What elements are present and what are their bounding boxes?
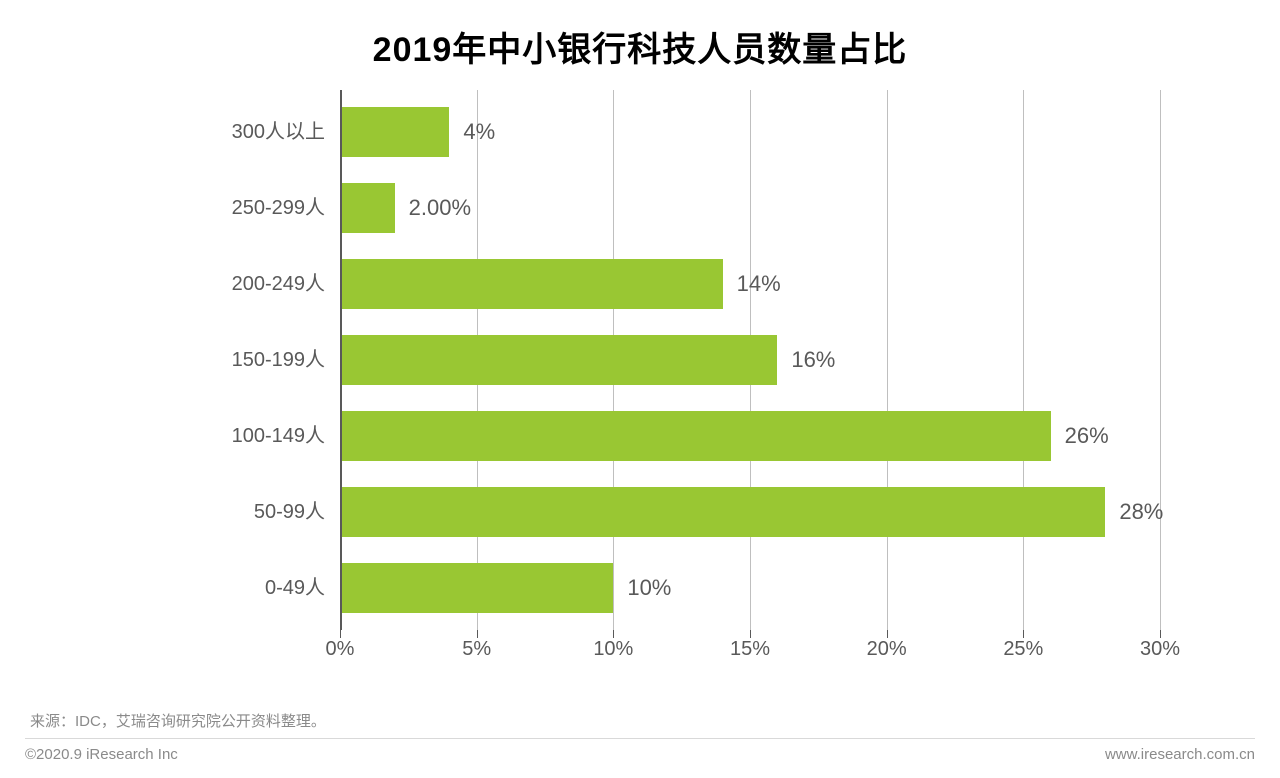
bar xyxy=(340,411,1051,461)
website-text: www.iresearch.com.cn xyxy=(1105,746,1255,763)
bar-row: 200-249人14% xyxy=(340,259,1160,309)
x-tick xyxy=(613,630,614,638)
x-tick xyxy=(1160,630,1161,638)
category-label: 0-49人 xyxy=(160,563,325,613)
category-label: 200-249人 xyxy=(160,259,325,309)
x-tick-label: 15% xyxy=(730,638,770,661)
bar xyxy=(340,259,723,309)
category-label: 150-199人 xyxy=(160,335,325,385)
value-label: 4% xyxy=(463,107,495,157)
bar-row: 300人以上4% xyxy=(340,107,1160,157)
y-axis xyxy=(340,90,342,630)
copyright-text: ©2020.9 iResearch Inc xyxy=(25,746,178,763)
chart-title: 2019年中小银行科技人员数量占比 xyxy=(0,0,1280,71)
x-tick-label: 0% xyxy=(326,638,355,661)
chart-area: 0%5%10%15%20%25%30%300人以上4%250-299人2.00%… xyxy=(160,90,1180,670)
x-tick-label: 5% xyxy=(462,638,491,661)
value-label: 26% xyxy=(1065,411,1109,461)
x-tick-label: 30% xyxy=(1140,638,1180,661)
bar-row: 0-49人10% xyxy=(340,563,1160,613)
bar xyxy=(340,183,395,233)
x-tick-label: 25% xyxy=(1003,638,1043,661)
gridline xyxy=(1160,90,1161,630)
x-tick xyxy=(1023,630,1024,638)
bar xyxy=(340,563,613,613)
bar-row: 150-199人16% xyxy=(340,335,1160,385)
bar xyxy=(340,487,1105,537)
value-label: 28% xyxy=(1119,487,1163,537)
source-text: 来源：IDC，艾瑞咨询研究院公开资料整理。 xyxy=(30,710,326,731)
bar-row: 250-299人2.00% xyxy=(340,183,1160,233)
x-tick xyxy=(887,630,888,638)
value-label: 14% xyxy=(737,259,781,309)
category-label: 50-99人 xyxy=(160,487,325,537)
bar xyxy=(340,335,777,385)
x-tick xyxy=(477,630,478,638)
category-label: 100-149人 xyxy=(160,411,325,461)
category-label: 300人以上 xyxy=(160,107,325,157)
bar xyxy=(340,107,449,157)
x-tick xyxy=(340,630,341,638)
x-tick-label: 20% xyxy=(867,638,907,661)
value-label: 16% xyxy=(791,335,835,385)
plot-area: 0%5%10%15%20%25%30%300人以上4%250-299人2.00%… xyxy=(340,90,1160,630)
value-label: 10% xyxy=(627,563,671,613)
x-tick-label: 10% xyxy=(593,638,633,661)
category-label: 250-299人 xyxy=(160,183,325,233)
x-tick xyxy=(750,630,751,638)
bar-row: 50-99人28% xyxy=(340,487,1160,537)
value-label: 2.00% xyxy=(409,183,471,233)
footer-divider xyxy=(25,738,1255,739)
bar-row: 100-149人26% xyxy=(340,411,1160,461)
